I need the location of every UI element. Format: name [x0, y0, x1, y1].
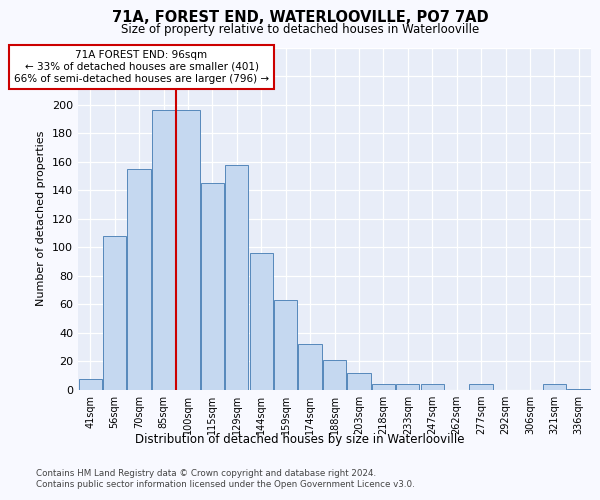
Text: 71A, FOREST END, WATERLOOVILLE, PO7 7AD: 71A, FOREST END, WATERLOOVILLE, PO7 7AD — [112, 10, 488, 25]
Bar — [176, 110, 200, 390]
Y-axis label: Number of detached properties: Number of detached properties — [37, 131, 46, 306]
Bar — [103, 236, 126, 390]
Text: Contains HM Land Registry data © Crown copyright and database right 2024.: Contains HM Land Registry data © Crown c… — [36, 469, 376, 478]
Bar — [127, 169, 151, 390]
Text: 71A FOREST END: 96sqm
← 33% of detached houses are smaller (401)
66% of semi-det: 71A FOREST END: 96sqm ← 33% of detached … — [14, 50, 269, 84]
Bar — [201, 183, 224, 390]
Bar — [421, 384, 444, 390]
Bar — [225, 164, 248, 390]
Bar — [347, 373, 371, 390]
Text: Distribution of detached houses by size in Waterlooville: Distribution of detached houses by size … — [135, 432, 465, 446]
Bar — [543, 384, 566, 390]
Bar — [152, 110, 175, 390]
Bar — [396, 384, 419, 390]
Bar — [469, 384, 493, 390]
Bar — [274, 300, 297, 390]
Bar — [567, 388, 590, 390]
Bar — [298, 344, 322, 390]
Bar — [372, 384, 395, 390]
Text: Size of property relative to detached houses in Waterlooville: Size of property relative to detached ho… — [121, 22, 479, 36]
Bar — [323, 360, 346, 390]
Bar — [250, 253, 273, 390]
Text: Contains public sector information licensed under the Open Government Licence v3: Contains public sector information licen… — [36, 480, 415, 489]
Bar — [79, 378, 102, 390]
